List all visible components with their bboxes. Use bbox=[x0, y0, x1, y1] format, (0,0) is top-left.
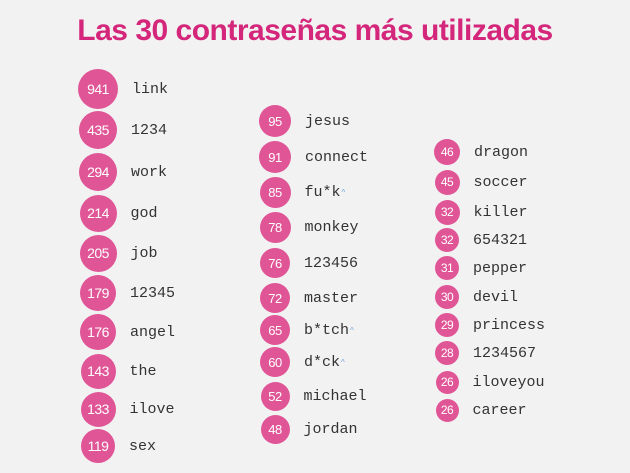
password-text: 12345 bbox=[130, 284, 176, 302]
count-badge: 205 bbox=[79, 234, 117, 272]
password-text: connect bbox=[305, 148, 369, 166]
password-text: master bbox=[304, 289, 359, 307]
count-badge: 48 bbox=[260, 414, 290, 444]
password-text: jesus bbox=[305, 112, 351, 130]
count-badge: 143 bbox=[80, 353, 116, 389]
count-badge: 32 bbox=[434, 199, 460, 225]
password-entry: 85 fu*k ^ bbox=[259, 176, 346, 208]
count-badge: 65 bbox=[260, 315, 290, 345]
password-entry: 214 god bbox=[79, 194, 158, 232]
password-text: work bbox=[131, 163, 168, 181]
password-text: career bbox=[472, 401, 527, 419]
password-entry: 435 1234 bbox=[79, 111, 167, 149]
password-text: devil bbox=[473, 288, 519, 306]
count-badge: 29 bbox=[435, 313, 459, 337]
password-entry: 176 angel bbox=[80, 314, 175, 350]
password-text: ilove bbox=[129, 400, 175, 418]
count-badge: 26 bbox=[435, 398, 459, 422]
count-badge: 60 bbox=[260, 347, 290, 377]
password-entry: 205 job bbox=[79, 234, 158, 272]
count-badge: 941 bbox=[78, 69, 118, 109]
password-entry: 72 master bbox=[260, 283, 358, 313]
password-entry: 30 devil bbox=[435, 285, 518, 309]
count-badge: 179 bbox=[80, 275, 116, 311]
count-badge: 32 bbox=[435, 228, 459, 252]
password-text: angel bbox=[130, 323, 176, 341]
password-entry: 95 jesus bbox=[259, 105, 350, 137]
count-badge: 72 bbox=[260, 283, 290, 313]
password-entry: 133 ilove bbox=[80, 391, 175, 427]
password-text: 123456 bbox=[304, 254, 359, 272]
password-text: 1234567 bbox=[473, 344, 537, 362]
password-entry: 46 dragon bbox=[434, 139, 528, 165]
password-entry: 52 michael bbox=[260, 381, 367, 411]
password-entry: 48 jordan bbox=[260, 414, 358, 444]
password-entry: 65 b*tch ^ bbox=[260, 315, 354, 345]
password-text: god bbox=[130, 204, 158, 222]
count-badge: 28 bbox=[435, 341, 459, 365]
password-entry: 119 sex bbox=[81, 429, 156, 463]
count-badge: 78 bbox=[259, 211, 291, 243]
password-entry: 31 pepper bbox=[435, 256, 527, 280]
password-entry: 78 monkey bbox=[259, 211, 359, 243]
password-entry: 28 1234567 bbox=[435, 341, 536, 365]
count-badge: 85 bbox=[259, 176, 291, 208]
count-badge: 214 bbox=[79, 194, 117, 232]
count-badge: 91 bbox=[259, 141, 291, 173]
password-text: killer bbox=[473, 203, 528, 221]
password-text: iloveyou bbox=[472, 373, 545, 391]
password-entry: 32 654321 bbox=[435, 228, 527, 252]
count-badge: 31 bbox=[435, 256, 459, 280]
password-text: the bbox=[129, 362, 157, 380]
password-entry: 91 connect bbox=[259, 141, 368, 173]
page-title: Las 30 contraseñas más utilizadas bbox=[77, 14, 553, 47]
count-badge: 119 bbox=[81, 429, 115, 463]
password-text: michael bbox=[303, 387, 367, 405]
censor-mark: ^ bbox=[341, 357, 345, 367]
password-entry: 26 iloveyou bbox=[435, 370, 545, 394]
password-entry: 60 d*ck ^ bbox=[260, 347, 345, 377]
password-entry: 32 killer bbox=[434, 199, 528, 225]
password-text: job bbox=[130, 244, 158, 262]
count-badge: 46 bbox=[434, 139, 460, 165]
password-text: 1234 bbox=[131, 121, 168, 139]
password-text: b*tch bbox=[304, 321, 350, 339]
password-text: 654321 bbox=[473, 231, 528, 249]
password-text: fu*k bbox=[304, 183, 341, 201]
count-badge: 45 bbox=[434, 169, 460, 195]
password-entry: 179 12345 bbox=[80, 275, 175, 311]
password-text: dragon bbox=[474, 143, 529, 161]
password-text: link bbox=[132, 80, 169, 98]
count-badge: 133 bbox=[80, 391, 116, 427]
censor-mark: ^ bbox=[350, 325, 354, 335]
censor-mark: ^ bbox=[341, 187, 346, 197]
password-entry: 143 the bbox=[80, 353, 157, 389]
password-text: d*ck bbox=[304, 353, 341, 371]
count-badge: 76 bbox=[260, 248, 290, 278]
count-badge: 30 bbox=[435, 285, 459, 309]
count-badge: 95 bbox=[259, 105, 291, 137]
password-entry: 26 career bbox=[435, 398, 527, 422]
count-badge: 294 bbox=[79, 153, 117, 191]
password-text: pepper bbox=[473, 259, 528, 277]
password-entry: 29 princess bbox=[435, 313, 545, 337]
password-entry: 294 work bbox=[79, 153, 167, 191]
password-text: monkey bbox=[304, 218, 359, 236]
count-badge: 26 bbox=[435, 370, 459, 394]
password-entry: 45 soccer bbox=[434, 169, 528, 195]
count-badge: 176 bbox=[80, 314, 116, 350]
password-text: sex bbox=[129, 437, 157, 455]
password-text: jordan bbox=[303, 420, 358, 438]
password-text: princess bbox=[473, 316, 546, 334]
count-badge: 52 bbox=[260, 381, 290, 411]
password-entry: 76 123456 bbox=[260, 248, 358, 278]
password-entry: 941 link bbox=[78, 69, 168, 109]
password-text: soccer bbox=[473, 173, 528, 191]
count-badge: 435 bbox=[79, 111, 117, 149]
